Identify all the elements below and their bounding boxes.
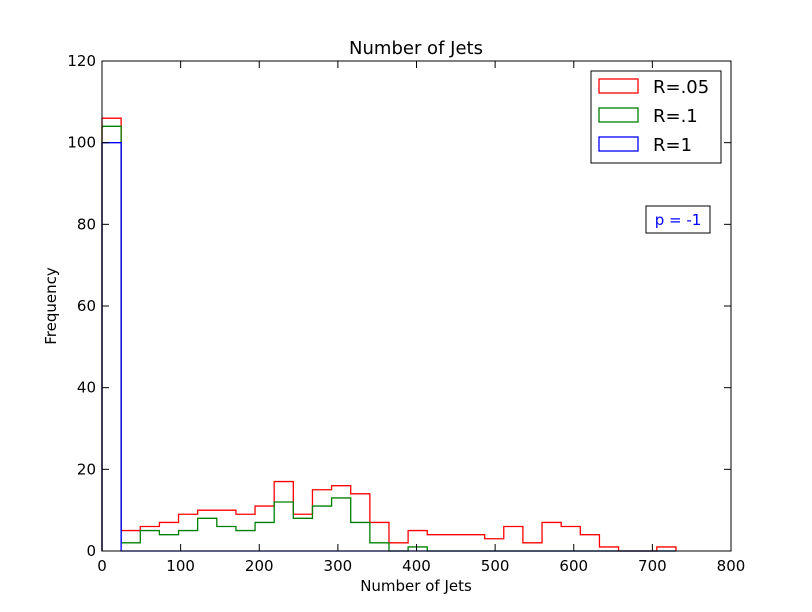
legend-swatch-1 <box>598 107 639 123</box>
x-tick-label: 600 <box>559 557 588 575</box>
x-tick-label: 0 <box>97 557 107 575</box>
y-tick-label: 60 <box>77 297 96 315</box>
x-tick-label: 800 <box>717 557 746 575</box>
histogram-series-0 <box>101 117 677 552</box>
y-tick-label: 80 <box>77 215 96 233</box>
y-axis-title: Frequency <box>42 267 60 345</box>
x-tick-label: 200 <box>245 557 274 575</box>
y-tick-label: 40 <box>77 379 96 397</box>
legend-box <box>590 70 722 164</box>
y-tick-label: 120 <box>67 52 96 70</box>
annotation-frame <box>645 205 711 234</box>
legend-label-0: R=.05 <box>653 77 709 98</box>
y-tick-label: 100 <box>67 134 96 152</box>
y-tick-label: 20 <box>77 460 96 478</box>
legend-swatch-2 <box>598 136 639 152</box>
legend-label-2: R=1 <box>653 135 692 156</box>
x-tick-label: 700 <box>638 557 667 575</box>
annotation-box: p = -1 <box>645 205 711 234</box>
legend-label-1: R=.1 <box>653 106 698 127</box>
x-tick-label: 500 <box>481 557 510 575</box>
x-tick-label: 300 <box>324 557 353 575</box>
y-tick-label: 0 <box>86 542 96 560</box>
legend-swatch-0 <box>598 78 639 94</box>
chart-title: Number of Jets <box>349 38 483 59</box>
legend: R=.05 R=.1 R=1 <box>590 70 722 164</box>
x-axis-title: Number of Jets <box>360 577 472 595</box>
annotation-text: p = -1 <box>655 211 702 229</box>
axis-ticks: 0 100 200 300 400 500 600 700 800 0 20 40 60 80 100 120 <box>67 52 745 575</box>
x-tick-label: 100 <box>166 557 195 575</box>
x-tick-label: 400 <box>402 557 431 575</box>
